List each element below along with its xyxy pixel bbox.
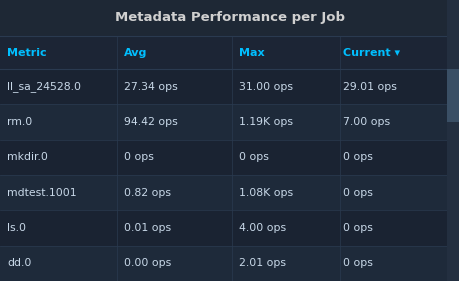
Text: 0.01 ops: 0.01 ops	[124, 223, 171, 233]
FancyBboxPatch shape	[446, 69, 459, 122]
Text: 7.00 ops: 7.00 ops	[342, 117, 389, 127]
Text: Metadata Performance per Job: Metadata Performance per Job	[115, 12, 344, 24]
Text: 31.00 ops: 31.00 ops	[239, 82, 292, 92]
FancyBboxPatch shape	[0, 140, 459, 175]
Text: 29.01 ops: 29.01 ops	[342, 82, 396, 92]
FancyBboxPatch shape	[446, 0, 459, 281]
FancyBboxPatch shape	[0, 105, 459, 140]
Text: 0 ops: 0 ops	[124, 152, 154, 162]
Text: 0 ops: 0 ops	[342, 188, 372, 198]
Text: 1.08K ops: 1.08K ops	[239, 188, 293, 198]
Text: 94.42 ops: 94.42 ops	[124, 117, 178, 127]
FancyBboxPatch shape	[0, 175, 459, 210]
Text: 27.34 ops: 27.34 ops	[124, 82, 178, 92]
FancyBboxPatch shape	[0, 246, 459, 281]
Text: 1.19K ops: 1.19K ops	[239, 117, 292, 127]
Text: ls.0: ls.0	[7, 223, 26, 233]
FancyBboxPatch shape	[0, 36, 459, 69]
Text: 4.00 ops: 4.00 ops	[239, 223, 285, 233]
Text: mdtest.1001: mdtest.1001	[7, 188, 76, 198]
FancyBboxPatch shape	[0, 210, 459, 246]
Text: 0 ops: 0 ops	[342, 152, 372, 162]
Text: ll_sa_24528.0: ll_sa_24528.0	[7, 81, 81, 92]
Text: mkdir.0: mkdir.0	[7, 152, 48, 162]
Text: Current ▾: Current ▾	[342, 47, 399, 58]
Text: Avg: Avg	[124, 47, 147, 58]
Text: 0.00 ops: 0.00 ops	[124, 258, 171, 268]
FancyBboxPatch shape	[0, 0, 459, 36]
Text: rm.0: rm.0	[7, 117, 32, 127]
Text: Metric: Metric	[7, 47, 46, 58]
Text: 0 ops: 0 ops	[239, 152, 269, 162]
Text: 0.82 ops: 0.82 ops	[124, 188, 171, 198]
Text: Max: Max	[239, 47, 264, 58]
Text: 0 ops: 0 ops	[342, 258, 372, 268]
Text: 2.01 ops: 2.01 ops	[239, 258, 285, 268]
FancyBboxPatch shape	[0, 69, 459, 105]
Text: dd.0: dd.0	[7, 258, 31, 268]
Text: 0 ops: 0 ops	[342, 223, 372, 233]
